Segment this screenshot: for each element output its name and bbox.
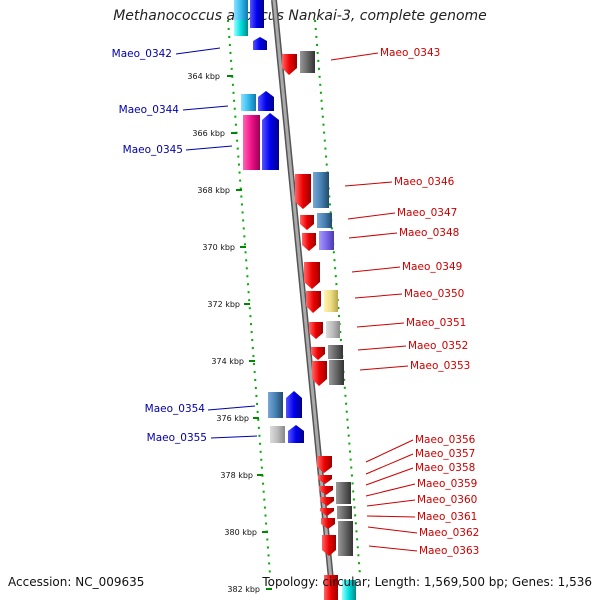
gene-arrow — [309, 322, 323, 339]
gene-arrow — [321, 518, 335, 529]
right-gene-labels: Maeo_0343 Maeo_0346 Maeo_0347 Maeo_0348 … — [380, 47, 479, 557]
gene-block — [336, 482, 351, 504]
genome-stats-label: Topology: circular; Length: 1,569,500 bp… — [262, 575, 592, 589]
gene-block — [250, 0, 264, 28]
gene-label: Maeo_0361 — [417, 511, 477, 523]
gene-arrow — [304, 262, 320, 289]
gene-arrow — [312, 361, 327, 386]
gene-block — [326, 321, 340, 338]
gene-label: Maeo_0356 — [415, 434, 476, 446]
gene-block — [324, 575, 338, 600]
gene-arrow — [306, 291, 321, 313]
gene-arrow — [319, 486, 333, 495]
gene-block — [324, 290, 338, 312]
gene-label: Maeo_0344 — [119, 104, 180, 116]
gene-label: Maeo_0357 — [415, 448, 475, 460]
gene-block — [268, 392, 283, 418]
gene-label: Maeo_0351 — [406, 317, 466, 329]
gene-label: Maeo_0360 — [417, 494, 477, 506]
gene-block — [241, 94, 256, 111]
gene-label: Maeo_0355 — [147, 432, 207, 444]
gene-label: Maeo_0345 — [123, 144, 183, 156]
gene-block — [300, 51, 315, 73]
gene-label: Maeo_0358 — [415, 462, 475, 474]
gene-label: Maeo_0352 — [408, 340, 468, 352]
gene-label: Maeo_0347 — [397, 207, 457, 219]
right-leader-lines — [330, 52, 418, 552]
gene-arrow — [286, 391, 302, 418]
gene-arrow — [322, 535, 336, 556]
tick-label: 364 kbp — [187, 72, 220, 81]
gene-block — [234, 20, 248, 36]
tick-label: 368 kbp — [197, 186, 230, 195]
gene-label: Maeo_0354 — [145, 403, 206, 415]
gene-arrow — [300, 215, 314, 230]
gene-arrow — [253, 37, 267, 50]
tick-label: 378 kbp — [220, 471, 253, 480]
tick-label: 370 kbp — [202, 243, 235, 252]
gene-arrow — [320, 497, 334, 506]
tick-label: 374 kbp — [211, 357, 244, 366]
gene-arrow — [302, 233, 316, 251]
left-leader-lines — [175, 47, 258, 439]
gene-label: Maeo_0363 — [419, 545, 479, 557]
gene-label: Maeo_0350 — [404, 288, 464, 300]
gene-block — [234, 0, 248, 20]
accession-label: Accession: NC_009635 — [8, 575, 145, 589]
gene-arrow — [295, 174, 311, 209]
gene-label: Maeo_0348 — [399, 227, 459, 239]
gene-block — [319, 231, 334, 250]
gene-label: Maeo_0353 — [410, 360, 470, 372]
tick-label: 380 kbp — [224, 528, 257, 537]
feature-band-outline — [227, 19, 361, 576]
gene-label: Maeo_0362 — [419, 527, 479, 539]
gene-label: Maeo_0359 — [417, 478, 477, 490]
tick-label: 366 kbp — [192, 129, 225, 138]
gene-arrow — [318, 475, 332, 484]
gene-arrow — [320, 508, 334, 516]
gene-block — [243, 115, 260, 170]
gene-arrow — [262, 113, 279, 170]
gene-label: Maeo_0346 — [394, 176, 455, 188]
gene-label: Maeo_0343 — [380, 47, 440, 59]
reverse-strand-features — [282, 51, 356, 600]
gene-block — [313, 172, 329, 208]
forward-strand-features — [234, 0, 304, 443]
tick-labels: 364 kbp 366 kbp 368 kbp 370 kbp 372 kbp … — [187, 72, 260, 594]
gene-block — [329, 360, 344, 385]
gene-block — [317, 213, 332, 228]
gene-block — [270, 426, 285, 443]
gene-arrow — [317, 456, 332, 473]
gene-arrow — [282, 54, 297, 75]
gene-label: Maeo_0349 — [402, 261, 462, 273]
tick-marks — [227, 75, 272, 590]
map-title: Methanococcus aeolicus Nankai-3, complet… — [113, 8, 487, 24]
gene-block — [338, 521, 353, 556]
tick-label: 376 kbp — [216, 414, 249, 423]
gene-block — [342, 580, 356, 600]
gene-block — [328, 345, 343, 359]
gene-arrow — [311, 347, 325, 360]
tick-label: 382 kbp — [227, 585, 260, 594]
gene-arrow — [258, 91, 274, 111]
gene-arrow — [288, 425, 304, 443]
gene-block — [337, 506, 352, 519]
tick-label: 372 kbp — [207, 300, 240, 309]
gene-label: Maeo_0342 — [112, 48, 172, 60]
left-gene-labels: Maeo_0342 Maeo_0344 Maeo_0345 Maeo_0354 … — [112, 48, 207, 444]
